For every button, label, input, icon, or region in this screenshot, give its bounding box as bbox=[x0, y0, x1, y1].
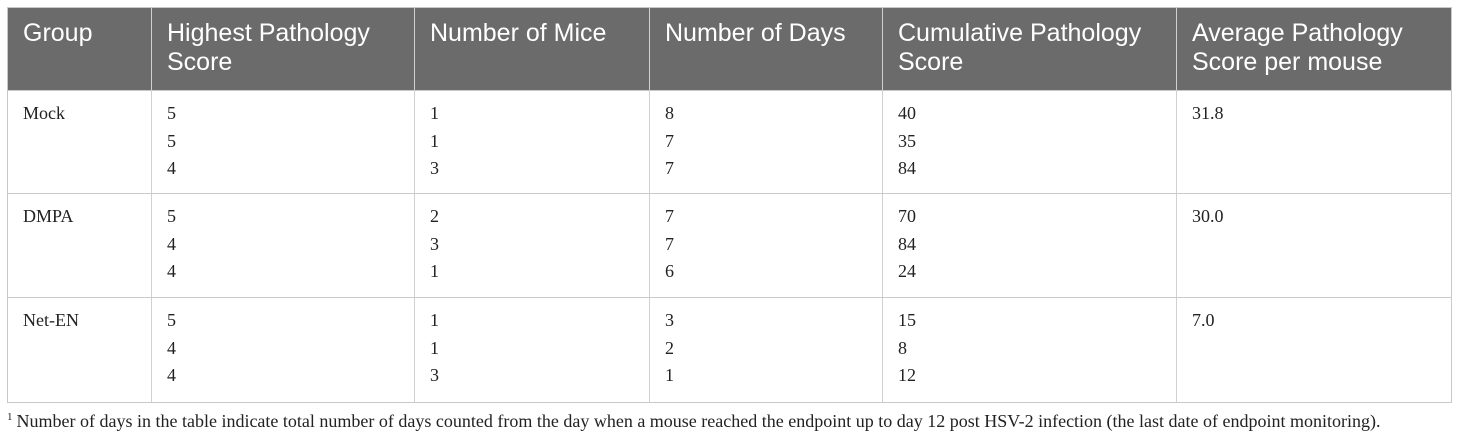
cell-value: 31.8 bbox=[1192, 103, 1224, 123]
cell-value: 6 bbox=[665, 261, 674, 281]
cell-value: 12 bbox=[898, 365, 916, 385]
cell-highest-pathology-score: 5 4 4 bbox=[152, 194, 415, 297]
table-row: Net-EN 5 4 4 1 1 3 3 2 1 15 8 12 7.0 bbox=[8, 298, 1451, 402]
cell-cumulative-pathology-score: 15 8 12 bbox=[883, 298, 1177, 402]
cell-number-of-mice: 1 1 3 bbox=[415, 298, 650, 402]
cell-value: 84 bbox=[898, 233, 916, 254]
cell-value: 4 bbox=[167, 261, 176, 281]
header-group: Group bbox=[8, 8, 152, 90]
cell-average-pathology-score: 31.8 bbox=[1177, 91, 1451, 193]
cell-value: Mock bbox=[23, 103, 65, 123]
cell-average-pathology-score: 30.0 bbox=[1177, 194, 1451, 297]
cell-value: 1 bbox=[430, 103, 439, 123]
cell-value: 7 bbox=[665, 130, 674, 151]
cell-highest-pathology-score: 5 5 4 bbox=[152, 91, 415, 193]
pathology-table: Group Highest Pathology Score Number of … bbox=[7, 7, 1452, 403]
footnote-text: Number of days in the table indicate tot… bbox=[16, 411, 1381, 431]
table-footnote: 1 Number of days in the table indicate to… bbox=[7, 405, 1453, 433]
cell-value: 1 bbox=[665, 365, 674, 385]
table-row: DMPA 5 4 4 2 3 1 7 7 6 70 84 24 30.0 bbox=[8, 194, 1451, 298]
cell-value: 3 bbox=[430, 233, 439, 254]
cell-value: 3 bbox=[665, 310, 674, 330]
table-header-row: Group Highest Pathology Score Number of … bbox=[8, 8, 1451, 91]
table-row: Mock 5 5 4 1 1 3 8 7 7 40 35 84 31.8 bbox=[8, 91, 1451, 194]
cell-value: 7 bbox=[665, 158, 674, 178]
header-number-of-mice: Number of Mice bbox=[415, 8, 650, 90]
cell-value: 40 bbox=[898, 103, 916, 123]
cell-value: 30.0 bbox=[1192, 206, 1224, 226]
cell-value: 84 bbox=[898, 158, 916, 178]
cell-value: 5 bbox=[167, 206, 176, 226]
cell-value: 1 bbox=[430, 310, 439, 330]
cell-value: 3 bbox=[430, 158, 439, 178]
cell-value: 1 bbox=[430, 130, 439, 151]
cell-number-of-days: 3 2 1 bbox=[650, 298, 883, 402]
cell-group: DMPA bbox=[8, 194, 152, 297]
cell-value: 8 bbox=[665, 103, 674, 123]
cell-value: 7 bbox=[665, 206, 674, 226]
cell-value: 70 bbox=[898, 206, 916, 226]
cell-value: 35 bbox=[898, 130, 916, 151]
cell-group: Mock bbox=[8, 91, 152, 193]
cell-value: 1 bbox=[430, 261, 439, 281]
cell-value: 2 bbox=[665, 337, 674, 358]
header-highest-pathology-score: Highest Pathology Score bbox=[152, 8, 415, 90]
cell-value: 4 bbox=[167, 233, 176, 254]
cell-average-pathology-score: 7.0 bbox=[1177, 298, 1451, 402]
cell-value: 5 bbox=[167, 103, 176, 123]
header-cumulative-pathology-score: Cumulative Pathology Score bbox=[883, 8, 1177, 90]
cell-value: 15 bbox=[898, 310, 916, 330]
cell-value: 4 bbox=[167, 365, 176, 385]
cell-value: 5 bbox=[167, 130, 176, 151]
footnote-marker: 1 bbox=[7, 411, 13, 423]
cell-cumulative-pathology-score: 40 35 84 bbox=[883, 91, 1177, 193]
cell-value: 1 bbox=[430, 337, 439, 358]
table-body: Mock 5 5 4 1 1 3 8 7 7 40 35 84 31.8 DMPA 5 4 4 2 3 1 7 7 6 70 84… bbox=[8, 91, 1451, 402]
cell-number-of-mice: 2 3 1 bbox=[415, 194, 650, 297]
cell-value: 24 bbox=[898, 261, 916, 281]
cell-value: 7 bbox=[665, 233, 674, 254]
cell-value: 2 bbox=[430, 206, 439, 226]
cell-value: 8 bbox=[898, 337, 907, 358]
cell-value: 5 bbox=[167, 310, 176, 330]
cell-cumulative-pathology-score: 70 84 24 bbox=[883, 194, 1177, 297]
header-average-pathology-score: Average Pathology Score per mouse bbox=[1192, 19, 1403, 76]
cell-number-of-days: 8 7 7 bbox=[650, 91, 883, 193]
cell-group: Net-EN bbox=[8, 298, 152, 402]
cell-number-of-days: 7 7 6 bbox=[650, 194, 883, 297]
cell-value: 3 bbox=[430, 365, 439, 385]
cell-value: 7.0 bbox=[1192, 310, 1215, 330]
cell-value: 4 bbox=[167, 337, 176, 358]
header-number-of-days: Number of Days bbox=[650, 8, 883, 90]
cell-number-of-mice: 1 1 3 bbox=[415, 91, 650, 193]
cell-value: Net-EN bbox=[23, 310, 79, 330]
cell-value: 4 bbox=[167, 158, 176, 178]
cell-value: DMPA bbox=[23, 206, 74, 226]
cell-highest-pathology-score: 5 4 4 bbox=[152, 298, 415, 402]
